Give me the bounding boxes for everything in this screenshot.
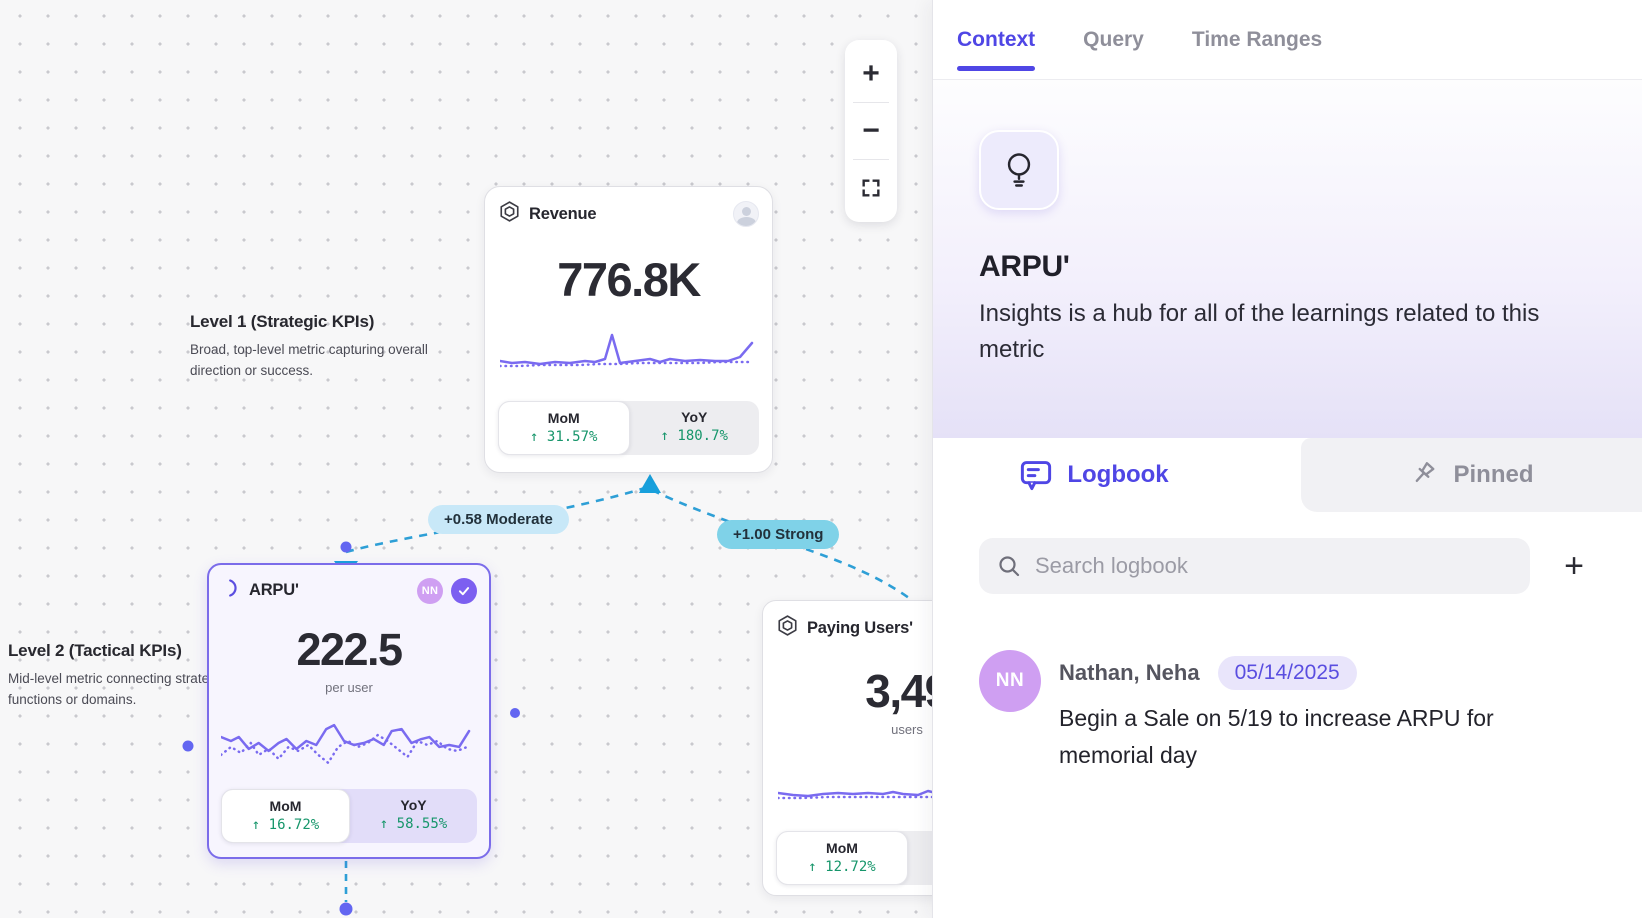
entry-date-badge: 05/14/2025 — [1217, 656, 1357, 690]
hexagon-metric-icon — [776, 614, 799, 642]
collaborator-avatar: NN — [417, 577, 443, 604]
handle-dot — [339, 902, 353, 916]
card-title: ARPU' — [249, 581, 299, 599]
canvas-zoom-toolbar: + − — [845, 40, 897, 222]
lightbulb-icon — [1007, 153, 1031, 187]
divider — [853, 159, 889, 160]
card-title: Revenue — [529, 204, 597, 223]
divider — [853, 102, 889, 103]
metric-card-revenue[interactable]: Revenue 776.8K MoM ↑ 31.57% YoY ↑ 180.7% — [484, 186, 773, 473]
mom-toggle[interactable]: MoM ↑ 31.57% — [498, 401, 630, 455]
search-input[interactable] — [1035, 553, 1512, 579]
fit-view-button[interactable] — [845, 160, 897, 216]
tab-logbook[interactable]: Logbook — [933, 438, 1255, 512]
card-title: Paying Users' — [807, 618, 913, 637]
user-avatar-icon — [733, 201, 759, 227]
yoy-value: ↑ 180.7% — [660, 428, 728, 444]
logbook-content: + NN Nathan, Neha 05/14/2025 Begin a Sal… — [933, 512, 1642, 918]
verified-badge-icon — [451, 577, 477, 604]
mom-value: ↑ 31.57% — [530, 429, 598, 445]
metric-description: Insights is a hub for all of the learnin… — [979, 300, 1540, 363]
entry-avatar: NN — [979, 650, 1041, 712]
level-2-title: Level 2 (Tactical KPIs) — [8, 641, 182, 660]
edge-label-strong[interactable]: +1.00 Strong — [717, 520, 840, 549]
metric-context-header: ARPU' Insights is a hub for all of the l… — [933, 80, 1642, 438]
mom-toggle[interactable]: MoM ↑ 16.72% — [221, 789, 350, 843]
tab-query[interactable]: Query — [1083, 27, 1144, 51]
logbook-search — [979, 538, 1530, 594]
sparkline-chart — [221, 723, 471, 765]
crescent-moon-icon — [221, 577, 241, 604]
tab-context[interactable]: Context — [957, 0, 1036, 79]
entry-message: Begin a Sale on 5/19 to increase ARPU fo… — [1059, 705, 1494, 768]
metric-card-arpu[interactable]: ARPU' NN 222.5 per user MoM ↑ 16.72% YoY — [207, 563, 491, 859]
card-footer: MoM ↑ 16.72% YoY ↑ 58.55% — [221, 789, 477, 843]
edge-revenue-paying-users — [651, 488, 929, 614]
metric-unit: per user — [325, 680, 373, 695]
sparkline-chart — [499, 333, 753, 368]
search-icon — [999, 556, 1020, 577]
level-1-title: Level 1 (Strategic KPIs) — [190, 312, 375, 331]
mom-value: ↑ 16.72% — [251, 817, 320, 833]
edge-label-moderate[interactable]: +0.58 Moderate — [428, 505, 569, 534]
panel-tab-bar: Context Query Time Ranges — [933, 0, 1642, 80]
insights-tile — [979, 130, 1059, 210]
level-2-body: Mid-level metric connecting strategy to … — [8, 671, 239, 707]
yoy-toggle[interactable]: YoY ↑ 58.55% — [350, 789, 477, 843]
logbook-entry[interactable]: NN Nathan, Neha 05/14/2025 Begin a Sale … — [979, 650, 1596, 774]
tab-gap — [1255, 438, 1301, 512]
metric-unit: users — [891, 722, 923, 737]
level-1-annotation: Level 1 (Strategic KPIs) Broad, top-leve… — [190, 312, 430, 382]
entry-author: Nathan, Neha — [1059, 660, 1200, 685]
logbook-pinned-tabs: Logbook Pinned — [933, 438, 1642, 512]
handle-dot — [510, 708, 520, 718]
tab-time-ranges[interactable]: Time Ranges — [1191, 27, 1323, 51]
zoom-out-button[interactable]: − — [845, 103, 897, 159]
tab-pinned[interactable]: Pinned — [1301, 438, 1642, 512]
yoy-value: ↑ 58.55% — [379, 816, 448, 832]
metric-value: 222.5 — [296, 624, 403, 675]
metric-value: 776.8K — [557, 253, 701, 306]
level-2-annotation: Level 2 (Tactical KPIs) Mid-level metric… — [8, 641, 250, 711]
add-log-entry-button[interactable]: + — [1552, 544, 1596, 588]
card-footer: MoM ↑ 31.57% YoY ↑ 180.7% — [498, 401, 759, 455]
arrowhead-into-revenue — [639, 474, 661, 493]
context-panel: Context Query Time Ranges ARPU' Insights… — [932, 0, 1642, 918]
pin-icon — [1416, 462, 1435, 482]
metric-name-heading: ARPU' — [979, 250, 1070, 283]
yoy-toggle[interactable]: YoY ↑ 180.7% — [630, 401, 760, 455]
fit-view-icon — [862, 179, 880, 197]
hexagon-metric-icon — [498, 200, 521, 228]
edge-arpu-revenue — [345, 485, 649, 554]
logbook-icon — [1021, 461, 1052, 491]
mom-value: ↑ 12.72% — [808, 859, 876, 875]
level-1-body: Broad, top-level metric capturing overal… — [190, 342, 428, 378]
mom-toggle[interactable]: MoM ↑ 12.72% — [776, 831, 908, 885]
handle-dot — [182, 740, 194, 752]
zoom-in-button[interactable]: + — [845, 46, 897, 102]
handle-dot — [340, 541, 352, 553]
